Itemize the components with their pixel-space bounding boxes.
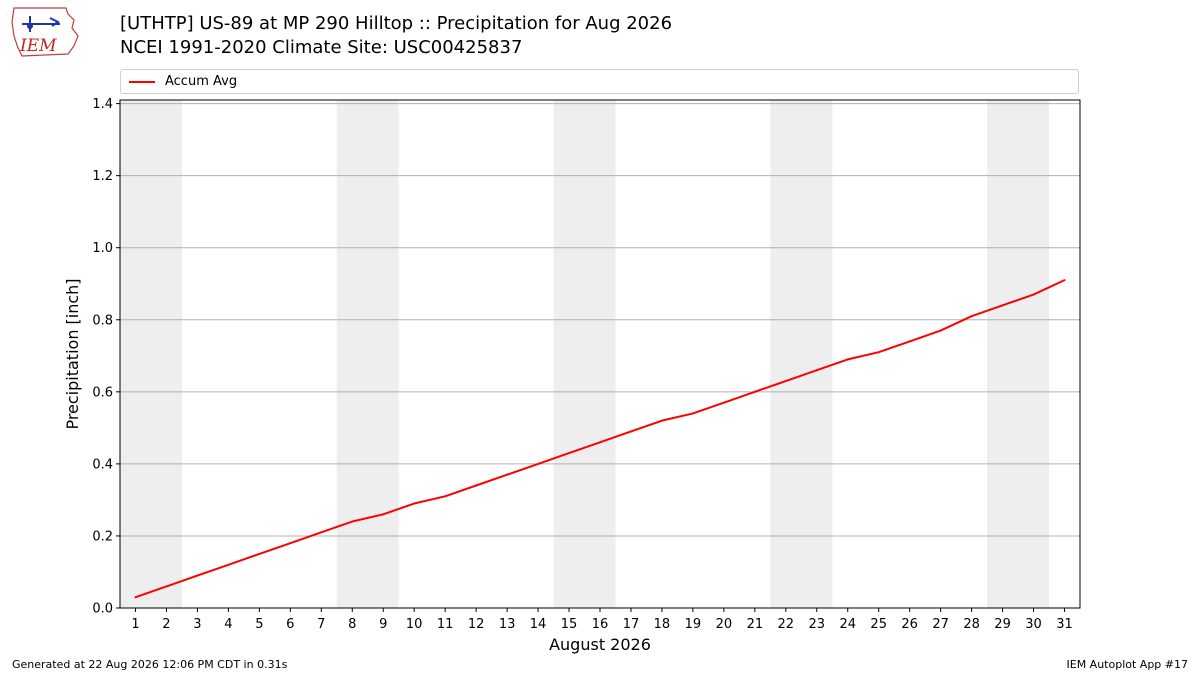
data-point-day-14 — [537, 462, 540, 465]
x-tick-label-16: 16 — [592, 617, 609, 632]
x-tick-label-11: 11 — [437, 617, 454, 632]
x-tick-label-27: 27 — [932, 617, 949, 632]
x-tick-label-22: 22 — [778, 617, 795, 632]
legend-swatch-accum-avg — [129, 81, 155, 83]
data-point-day-25 — [877, 351, 880, 354]
x-tick-label-2: 2 — [162, 617, 170, 632]
x-tick-label-13: 13 — [499, 617, 516, 632]
weekend-shade-1 — [120, 100, 182, 608]
x-axis-label: August 2026 — [549, 635, 651, 654]
data-point-day-26 — [908, 340, 911, 343]
x-tick-label-19: 19 — [685, 617, 702, 632]
data-point-day-17 — [629, 430, 632, 433]
y-tick-label-0: 0.0 — [92, 602, 113, 617]
y-tick-label-3: 0.6 — [92, 385, 113, 400]
x-tick-label-18: 18 — [654, 617, 671, 632]
x-tick-label-29: 29 — [994, 617, 1011, 632]
x-tick-label-5: 5 — [255, 617, 263, 632]
data-point-day-9 — [382, 513, 385, 516]
weekend-shade-2 — [336, 100, 399, 608]
data-point-day-10 — [413, 502, 416, 505]
y-tick-label-2: 0.4 — [92, 457, 113, 472]
generated-timestamp: Generated at 22 Aug 2026 12:06 PM CDT in… — [12, 658, 288, 671]
weekend-shade-3 — [553, 100, 616, 608]
x-tick-label-17: 17 — [623, 617, 640, 632]
legend: Accum Avg — [120, 69, 1079, 94]
x-tick-label-12: 12 — [468, 617, 485, 632]
data-point-day-2 — [165, 585, 168, 588]
y-axis-label: Precipitation [inch] — [63, 278, 82, 429]
data-point-day-18 — [660, 419, 663, 422]
data-point-day-23 — [815, 369, 818, 372]
data-point-day-22 — [784, 380, 787, 383]
weekend-shade-4 — [770, 100, 833, 608]
y-tick-label-4: 0.8 — [92, 313, 113, 328]
x-tick-label-28: 28 — [963, 617, 980, 632]
autoplot-app-label: IEM Autoplot App #17 — [1066, 658, 1189, 671]
chart-title: [UTHTP] US-89 at MP 290 Hilltop :: Preci… — [120, 13, 673, 34]
data-point-day-30 — [1032, 293, 1035, 296]
data-point-day-31 — [1063, 279, 1066, 282]
x-tick-label-14: 14 — [530, 617, 547, 632]
data-point-day-1 — [134, 596, 137, 599]
y-tick-label-5: 1.0 — [92, 241, 113, 256]
x-tick-label-3: 3 — [193, 617, 201, 632]
data-point-day-6 — [289, 542, 292, 545]
data-point-day-15 — [568, 452, 571, 455]
data-point-day-27 — [939, 329, 942, 332]
data-point-day-19 — [691, 412, 694, 415]
legend-label-accum-avg: Accum Avg — [165, 74, 238, 89]
data-point-day-11 — [444, 495, 447, 498]
x-tick-label-9: 9 — [379, 617, 387, 632]
data-point-day-12 — [475, 484, 478, 487]
x-tick-label-6: 6 — [286, 617, 294, 632]
logo-text: IEM — [19, 36, 57, 56]
x-tick-label-1: 1 — [131, 617, 139, 632]
y-tick-label-1: 0.2 — [92, 529, 113, 544]
data-point-day-16 — [599, 441, 601, 444]
data-point-day-13 — [506, 473, 509, 476]
chart-subtitle: NCEI 1991-2020 Climate Site: USC00425837 — [120, 37, 523, 58]
weekend-shade-5 — [987, 100, 1050, 608]
x-tick-label-20: 20 — [716, 617, 733, 632]
data-point-day-29 — [1001, 304, 1004, 307]
x-tick-label-24: 24 — [839, 617, 856, 632]
data-point-day-5 — [258, 552, 261, 555]
data-point-day-3 — [196, 574, 199, 577]
y-tick-label-6: 1.2 — [92, 169, 113, 184]
x-tick-label-4: 4 — [224, 617, 232, 632]
data-point-day-20 — [722, 401, 725, 404]
data-point-day-8 — [351, 520, 354, 523]
data-point-day-28 — [970, 315, 973, 318]
iem-logo: IEM — [11, 7, 79, 57]
x-tick-label-23: 23 — [809, 617, 826, 632]
x-tick-label-30: 30 — [1025, 617, 1042, 632]
data-point-day-21 — [753, 390, 756, 393]
y-tick-label-7: 1.4 — [92, 97, 113, 112]
x-tick-label-8: 8 — [348, 617, 356, 632]
x-tick-label-7: 7 — [317, 617, 325, 632]
x-tick-label-31: 31 — [1056, 617, 1073, 632]
x-tick-label-21: 21 — [747, 617, 764, 632]
x-tick-label-25: 25 — [870, 617, 887, 632]
x-tick-label-10: 10 — [406, 617, 423, 632]
data-point-day-24 — [846, 358, 849, 361]
x-tick-label-15: 15 — [561, 617, 578, 632]
data-point-day-7 — [320, 531, 323, 534]
data-point-day-4 — [227, 563, 230, 566]
x-tick-label-26: 26 — [901, 617, 918, 632]
